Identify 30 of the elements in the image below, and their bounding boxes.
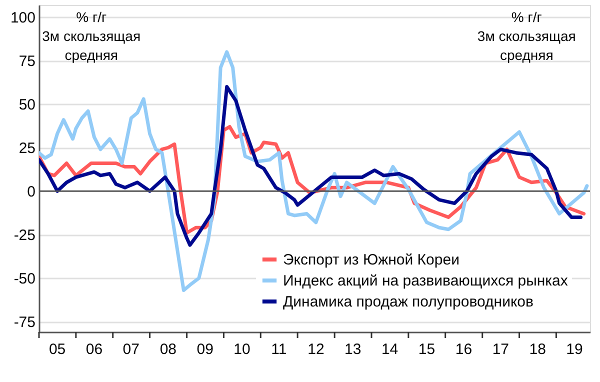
legend-label: Индекс акций на развивающихся рынках: [283, 272, 568, 290]
y-tick-label: -50: [14, 270, 36, 288]
annotation: % г/г 3м скользящая средняя: [42, 9, 141, 63]
y-tick-label: 75: [18, 53, 36, 70]
legend-label: Динамика продаж полупроводников: [283, 294, 534, 310]
x-tick-label: 13: [344, 341, 362, 358]
y-tick-label: 0: [27, 184, 36, 201]
x-tick-label: 15: [418, 341, 436, 358]
y-tick-label: 50: [18, 96, 36, 114]
x-tick-label: 05: [48, 341, 66, 358]
y-tick-label: -25: [14, 227, 36, 244]
x-tick-label: 12: [308, 341, 324, 358]
y-tick-label: -75: [14, 314, 36, 332]
x-tick-label: 08: [160, 341, 177, 358]
y-tick-label: 100: [10, 10, 36, 27]
x-tick-label: 14: [381, 341, 398, 358]
x-tick-label: 11: [271, 341, 287, 358]
x-tick-label: 10: [234, 341, 250, 358]
y-tick-label: 25: [18, 140, 36, 158]
x-tick-label: 16: [455, 341, 472, 358]
annotation: % г/г 3м скользящая средняя: [477, 9, 576, 63]
x-tick-label: 06: [86, 341, 103, 358]
x-tick-label: 09: [196, 341, 214, 358]
legend-label: Экспорт из Южной Кореи: [283, 252, 460, 268]
line-series: [39, 85, 583, 247]
x-tick-label: 17: [492, 341, 510, 358]
x-tick-label: 18: [529, 341, 546, 358]
x-tick-label: 19: [566, 341, 583, 358]
x-tick-label: 07: [122, 341, 140, 358]
line-series: [39, 50, 589, 292]
